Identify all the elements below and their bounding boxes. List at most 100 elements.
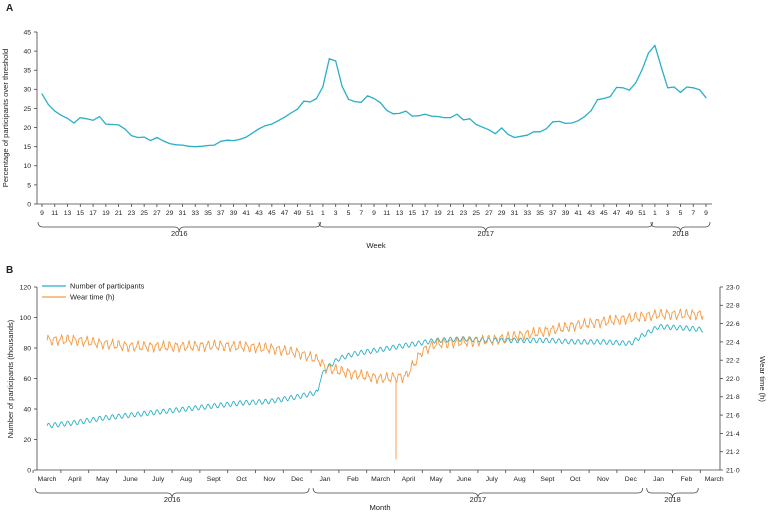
panel-b-y2-tick-label: 21·4	[726, 431, 740, 438]
panel-b-x-tick-label: June	[123, 476, 138, 483]
panel-b-year-brace	[646, 487, 699, 499]
panel-a-data-point	[213, 144, 215, 146]
panel-a-data-point	[692, 87, 694, 89]
panel-a-x-ticks: 9 11 13 15 17 19 21 23 25 27 29 31 33 35 37 39 41 43 45 47 4…	[40, 204, 708, 217]
panel-b-x-tick-label: March	[38, 476, 57, 483]
panel-a-data-point	[322, 86, 324, 88]
panel-a-data-point	[635, 82, 637, 84]
panel-a-x-tick-label: 43	[587, 210, 595, 217]
panel-a-xlabel: Week	[366, 241, 385, 250]
panel-a-data-point	[488, 129, 490, 131]
panel-b-y2-tick-label: 22·2	[726, 358, 740, 365]
panel-a-data-point	[232, 139, 235, 142]
panel-a-data-point	[450, 117, 452, 119]
panel-b-year-label: 2018	[664, 495, 680, 504]
panel-b-year-label: 2017	[470, 495, 486, 504]
panel-a-data-point	[501, 127, 503, 129]
panel-b-x-tick-label: Sept	[540, 476, 554, 483]
panel-a-data-point	[181, 144, 184, 146]
panel-a-data-point	[86, 118, 88, 120]
panel-a-x-tick-label: 45	[268, 210, 276, 217]
panel-a-x-tick-label: 19	[434, 210, 442, 217]
panel-a-y-tick-label: 45	[23, 29, 31, 36]
panel-b-x-tick-label: Dec	[625, 476, 638, 483]
panel-a-data-point	[98, 115, 101, 118]
panel-b-y2-tick-label: 22·0	[726, 376, 740, 383]
panel-a-x-tick-label: 31	[179, 210, 187, 217]
panel-b-x-tick-label: Jan	[320, 476, 331, 483]
panel-a-data-point	[507, 133, 509, 136]
panel-a-x-tick-label: 51	[306, 210, 314, 217]
panel-a-y-tick-label: 30	[23, 87, 31, 94]
panel-a-year-label: 2016	[171, 229, 187, 238]
panel-a-data-point	[475, 123, 477, 126]
panel-a-data-point	[367, 95, 369, 97]
panel-a-data-point	[105, 123, 107, 125]
panel-a-year-label: 2017	[478, 229, 494, 238]
panel-a-data-point	[424, 113, 426, 115]
panel-a-data-point	[481, 126, 484, 128]
panel-a-data-point	[398, 112, 401, 115]
panel-a-data-point	[130, 134, 132, 137]
panel-b-year-brace	[34, 487, 310, 499]
panel-b-y2-tick-label: 22·6	[726, 321, 740, 328]
panel-a-x-tick-label: 7	[359, 210, 363, 217]
panel-a-data-point	[66, 117, 69, 119]
panel-a-x-tick-label: 17	[421, 210, 429, 217]
panel-a-x-tick-label: 33	[191, 210, 199, 217]
panel-b-legend: Number of participants Wear time (h)	[42, 282, 145, 302]
panel-b-x-tick-label: May	[430, 476, 443, 483]
panel-a-x-tick-label: 9	[704, 210, 708, 217]
panel-a-x-tick-label: 25	[472, 210, 480, 217]
panel-a-x-tick-label: 15	[77, 210, 85, 217]
panel-b-series	[46, 308, 704, 460]
panel-a-x-tick-label: 25	[140, 210, 148, 217]
panel-a-x-tick-label: 41	[575, 210, 583, 217]
panel-b-x-tick-label: June	[457, 476, 472, 483]
panel-a-year-braces: 2016 2017 2018	[37, 221, 711, 238]
panel-a-data-point	[73, 122, 75, 124]
panel-b-y-tick-label: 120	[20, 284, 32, 291]
panel-a-data-point	[175, 144, 177, 146]
panel-a-x-tick-label: 41	[243, 210, 251, 217]
panel-a-year-brace	[318, 221, 653, 233]
panel-a-data-point	[188, 145, 190, 147]
panel-a-data-point	[118, 124, 120, 126]
panel-a-series-line	[41, 44, 707, 148]
panel-a-x-tick-label: 1	[653, 210, 657, 217]
panel-b-x-tick-label: Oct	[236, 476, 247, 483]
panel-a-data-point	[699, 89, 701, 91]
panel-a-data-point	[156, 136, 158, 139]
panel-a-data-point	[137, 136, 139, 139]
panel-a-x-tick-label: 11	[383, 210, 390, 217]
panel-b-y-tick-label: 100	[20, 315, 32, 322]
panel-a-x-tick-label: 21	[115, 210, 123, 217]
panel-b-x-tick-label: Feb	[681, 476, 693, 483]
panel-a-x-tick-label: 35	[536, 210, 544, 217]
panel-b-y2-tick-label: 21·6	[726, 413, 740, 420]
panel-b-y2-tick-label: 21·2	[726, 449, 740, 456]
panel-a-data-point	[520, 135, 522, 137]
panel-a-x-tick-label: 35	[204, 210, 212, 217]
panel-a-data-point	[149, 139, 152, 142]
panel-b-year-brace	[312, 487, 644, 499]
panel-a-data-point	[239, 138, 241, 141]
panel-a-x-tick-label: 33	[523, 210, 531, 217]
panel-a-data-point	[335, 60, 337, 62]
panel-a-data-point	[552, 121, 554, 123]
panel-b-y-tick-label: 40	[23, 406, 31, 413]
panel-a-data-point	[271, 123, 273, 125]
panel-a-year-brace	[650, 221, 711, 233]
panel-b-x-tick-label: Oct	[570, 476, 581, 483]
panel-a-x-tick-label: 9	[372, 210, 376, 217]
panel-a-data-point	[558, 120, 560, 123]
panel-a-x-tick-label: 49	[626, 210, 634, 217]
panel-a-y-tick-label: 35	[23, 68, 31, 75]
panel-b-y-tick-label: 80	[23, 345, 31, 352]
panel-a-y-tick-label: 40	[23, 49, 31, 56]
panel-a-data-point	[143, 136, 145, 138]
panel-a-data-point	[194, 146, 196, 148]
panel-a-x-tick-label: 49	[294, 210, 302, 217]
panel-a-data-point	[437, 115, 439, 118]
panel-a-data-point	[667, 87, 669, 89]
